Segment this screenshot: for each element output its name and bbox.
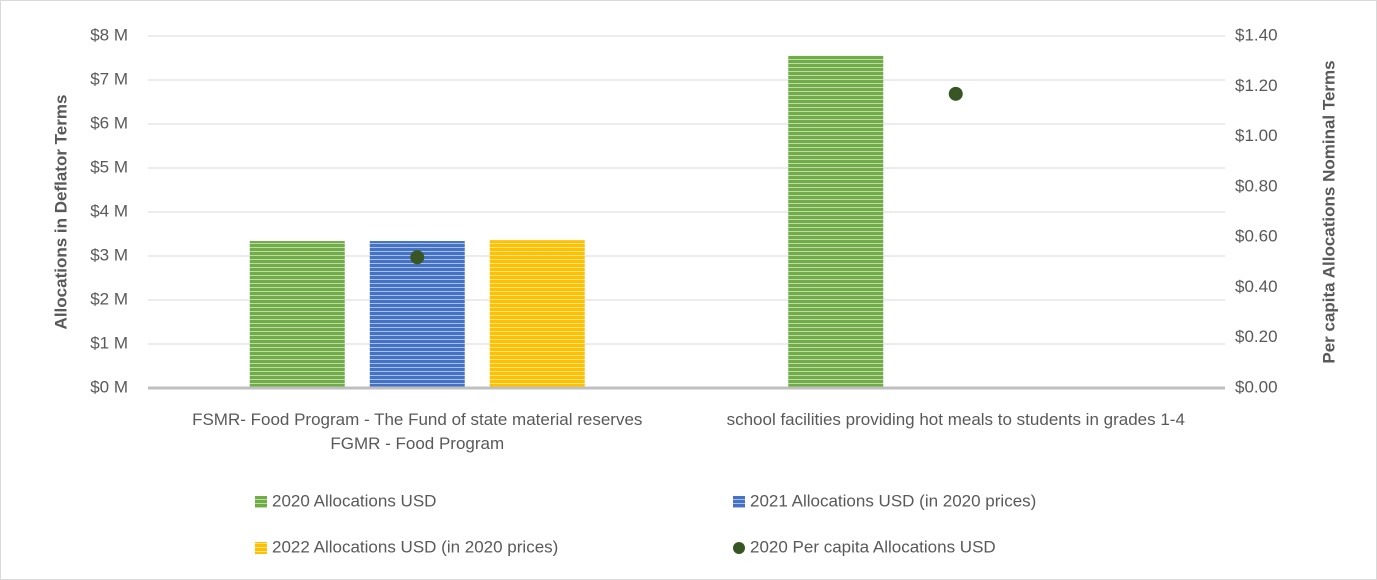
legend-marker xyxy=(255,542,267,554)
y-tick-label: $5 M xyxy=(90,157,128,176)
legend-marker xyxy=(733,542,745,554)
y-tick-label: $2 M xyxy=(90,289,128,308)
y-tick-label: $0 M xyxy=(90,377,128,396)
y2-tick-label: $0.60 xyxy=(1235,227,1278,246)
bar xyxy=(788,55,884,389)
bar xyxy=(249,241,345,388)
y2-tick-label: $0.00 xyxy=(1235,377,1278,396)
scatter-point xyxy=(948,86,963,101)
y2-tick-label: $0.40 xyxy=(1235,277,1278,296)
y-tick-label: $7 M xyxy=(90,69,128,88)
y2-tick-label: $0.80 xyxy=(1235,176,1278,195)
legend-marker xyxy=(255,496,267,508)
bar xyxy=(369,241,465,388)
y2-tick-label: $1.00 xyxy=(1235,126,1278,145)
y-tick-label: $4 M xyxy=(90,201,128,220)
scatter-point xyxy=(410,250,425,265)
legend-label: 2021 Allocations USD (in 2020 prices) xyxy=(750,491,1036,510)
y-tick-label: $3 M xyxy=(90,245,128,264)
legend-label: 2020 Allocations USD xyxy=(272,491,436,510)
y2-tick-label: $1.40 xyxy=(1235,25,1278,44)
x-tick-label: FSMR- Food Program - The Fund of state m… xyxy=(192,410,643,453)
y-tick-label: $8 M xyxy=(90,25,128,44)
y-tick-label: $6 M xyxy=(90,113,128,132)
legend-label: 2020 Per capita Allocations USD xyxy=(750,537,996,556)
y2-tick-label: $0.20 xyxy=(1235,327,1278,346)
legend-marker xyxy=(733,496,745,508)
bar xyxy=(489,240,585,388)
y-tick-label: $1 M xyxy=(90,333,128,352)
y-axis-title: Allocations in Deflator Terms xyxy=(51,95,70,330)
y2-tick-label: $1.20 xyxy=(1235,76,1278,95)
x-tick-label: school facilities providing hot meals to… xyxy=(726,410,1185,429)
y2-axis-title: Per capita Allocations Nominal Terms xyxy=(1319,60,1338,363)
legend-label: 2022 Allocations USD (in 2020 prices) xyxy=(272,537,558,556)
